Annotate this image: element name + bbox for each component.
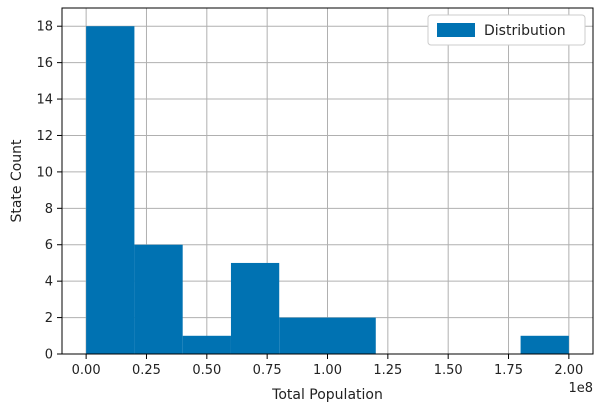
x-tick-label-5: 1.25 <box>373 363 402 378</box>
y-axis-label: State Count <box>9 139 25 223</box>
y-tick-label-9: 18 <box>36 20 53 35</box>
bar-2 <box>182 335 231 354</box>
y-tick-label-1: 2 <box>45 311 53 326</box>
histogram-bars <box>86 26 569 355</box>
x-tick-label-1: 0.25 <box>132 363 161 378</box>
x-axis-label: Total Population <box>271 387 383 403</box>
y-tick-label-3: 6 <box>45 238 53 253</box>
bar-0 <box>86 26 135 355</box>
x-tick-label-0: 0.00 <box>72 363 101 378</box>
x-tick-label-2: 0.50 <box>192 363 221 378</box>
y-tick-label-6: 12 <box>36 129 53 144</box>
x-tick-label-3: 0.75 <box>253 363 282 378</box>
y-tick-label-4: 8 <box>45 202 53 217</box>
bar-9 <box>520 335 569 354</box>
legend-box <box>427 14 586 46</box>
legend-swatch-distribution <box>437 23 475 37</box>
y-tick-label-5: 10 <box>36 165 53 180</box>
bar-5 <box>327 317 376 354</box>
x-tick-label-4: 1.00 <box>313 363 342 378</box>
x-axis-offset-label: 1e8 <box>568 381 593 396</box>
y-tick-label-0: 0 <box>45 348 53 363</box>
x-axis-ticks: 0.00 0.25 0.50 0.75 1.00 1.25 1.50 1.75 2.00 <box>72 354 583 378</box>
x-tick-label-8: 2.00 <box>554 363 583 378</box>
y-axis-ticks: 0 2 4 6 8 10 12 14 16 18 <box>36 20 62 363</box>
bar-1 <box>134 244 183 354</box>
x-tick-label-6: 1.50 <box>434 363 463 378</box>
x-tick-label-7: 1.75 <box>494 363 523 378</box>
y-tick-label-2: 4 <box>45 275 53 290</box>
y-tick-label-7: 14 <box>36 93 53 108</box>
legend-label-distribution: Distribution <box>484 23 566 39</box>
bar-3 <box>230 262 280 354</box>
y-tick-label-8: 16 <box>36 56 53 71</box>
bar-4 <box>279 317 328 354</box>
legend: Distribution <box>427 14 586 46</box>
